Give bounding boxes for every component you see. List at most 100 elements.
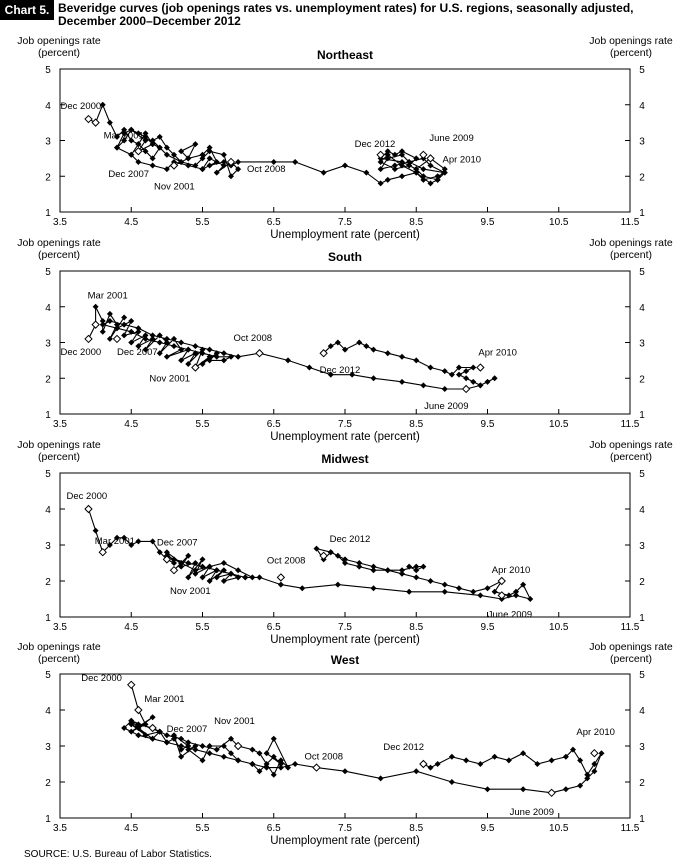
annotation-label: Dec 2012 (355, 139, 396, 150)
data-point (270, 158, 277, 165)
y-tick-label-left: 1 (45, 410, 51, 421)
y-axis-label-left-unit: (percent) (38, 653, 80, 665)
annotation-marker (134, 705, 143, 715)
annotation-marker (148, 723, 157, 733)
data-point (220, 151, 227, 158)
y-tick-label-left: 1 (45, 613, 51, 624)
data-point (334, 339, 341, 346)
data-point (406, 563, 413, 570)
annotation-marker (169, 161, 179, 170)
data-point (320, 169, 327, 176)
annotation-label: Dec 2012 (383, 742, 424, 753)
data-point (156, 339, 163, 346)
y-tick-label-right: 2 (639, 374, 645, 385)
data-point (128, 339, 135, 346)
data-point (356, 339, 363, 346)
x-tick-label: 5.5 (196, 823, 210, 834)
y-tick-label-right: 1 (639, 410, 645, 421)
data-point (192, 567, 199, 574)
data-point (185, 155, 192, 162)
y-tick-label-left: 2 (45, 172, 51, 183)
data-point (520, 750, 527, 757)
data-point (185, 360, 192, 367)
data-point (413, 563, 420, 570)
data-point (128, 542, 135, 548)
x-tick-label: 5.5 (196, 622, 210, 633)
data-point (313, 545, 320, 552)
data-point (584, 775, 591, 782)
data-point (441, 368, 448, 375)
annotation-label: Dec 2007 (167, 724, 208, 735)
data-point (178, 735, 185, 742)
x-tick-label: 9.5 (481, 622, 495, 633)
data-point (427, 764, 434, 771)
data-point (128, 151, 135, 158)
data-point (562, 753, 569, 760)
data-point (513, 592, 519, 599)
data-point (235, 353, 242, 360)
annotation-label: Oct 2008 (247, 164, 286, 175)
data-point (199, 350, 206, 357)
data-point (562, 786, 569, 793)
data-point (106, 310, 113, 317)
data-point (171, 335, 177, 342)
data-point (591, 761, 598, 767)
data-point (477, 592, 484, 599)
data-point (277, 757, 284, 764)
y-tick-label-right: 3 (639, 137, 645, 148)
y-axis-label-right: Job openings rate (589, 439, 673, 451)
data-point (163, 353, 170, 360)
data-point (213, 169, 220, 176)
data-point (206, 743, 213, 749)
annotation-label: Oct 2008 (267, 555, 306, 566)
y-tick-label-right: 1 (639, 814, 645, 825)
x-tick-label: 6.5 (267, 622, 281, 633)
annotation-label: June 2009 (424, 401, 468, 412)
data-point (142, 346, 149, 353)
data-point (399, 173, 405, 180)
chart-title: Beveridge curves (job openings rates vs.… (58, 2, 678, 28)
data-point (256, 750, 263, 757)
data-point (185, 560, 192, 566)
data-point (377, 158, 384, 165)
data-point (178, 148, 185, 155)
data-point (206, 357, 213, 364)
panel-south: Job openings rate(percent)Job openings r… (17, 237, 673, 443)
y-tick-label-left: 1 (45, 814, 51, 825)
data-point (128, 328, 135, 335)
data-point (192, 560, 199, 566)
data-point (570, 746, 576, 753)
annotation-marker (233, 741, 243, 751)
data-point (149, 137, 156, 144)
data-point (163, 144, 170, 151)
y-tick-label-left: 4 (45, 706, 51, 717)
data-point (142, 332, 149, 339)
data-point (121, 725, 128, 731)
data-point (577, 782, 584, 789)
data-point (470, 378, 477, 385)
x-tick-label: 5.5 (196, 419, 210, 430)
annotation-marker (162, 555, 172, 564)
data-point (149, 735, 156, 742)
data-point (441, 169, 448, 176)
series-line (87, 508, 532, 600)
data-point (142, 148, 149, 155)
annotation-marker (461, 384, 471, 394)
data-point (292, 761, 299, 767)
data-point (270, 771, 277, 778)
x-tick-label: 10.5 (549, 823, 569, 834)
y-axis-label-right: Job openings rate (589, 35, 673, 47)
data-point (491, 753, 498, 760)
annotation-marker (226, 157, 236, 167)
data-point (99, 101, 106, 108)
data-point (377, 166, 384, 173)
source-note: SOURCE: U.S. Bureau of Labor Statistics. (24, 849, 212, 860)
data-point (220, 158, 227, 165)
data-point (420, 166, 427, 173)
data-point (441, 166, 448, 173)
data-point (99, 318, 106, 325)
data-point (413, 169, 420, 176)
annotation-label: Dec 2007 (117, 347, 158, 358)
data-point (228, 173, 234, 180)
data-point (142, 130, 149, 137)
